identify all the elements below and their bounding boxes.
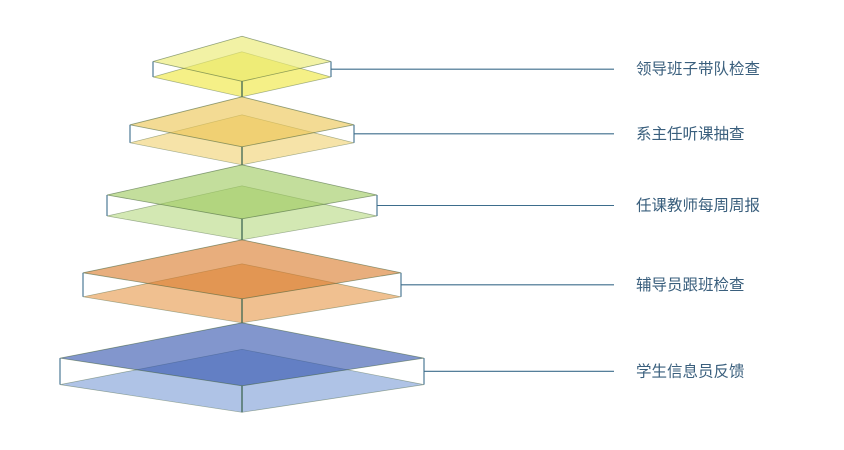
svg-text:学生信息员反馈: 学生信息员反馈	[636, 362, 745, 380]
svg-text:辅导员跟班检查: 辅导员跟班检查	[636, 276, 745, 294]
svg-text:任课教师每周周报: 任课教师每周周报	[636, 197, 760, 215]
svg-text:领导班子带队检查: 领导班子带队检查	[636, 60, 760, 78]
svg-text:系主任听课抽查: 系主任听课抽查	[636, 125, 745, 143]
